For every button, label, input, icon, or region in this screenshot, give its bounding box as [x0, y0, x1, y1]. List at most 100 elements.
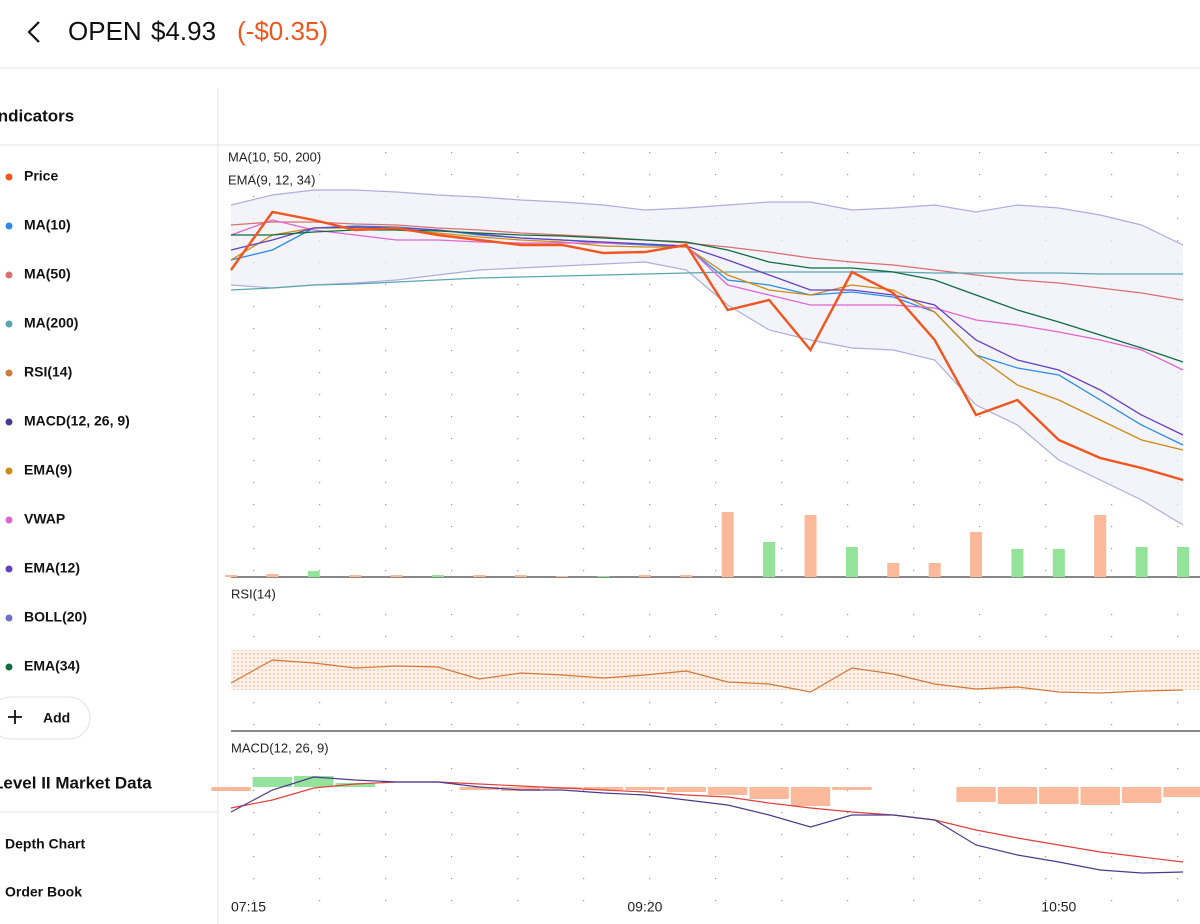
volume-bar — [1177, 547, 1189, 577]
legend-label[interactable]: RSI(14) — [24, 364, 72, 380]
macd-histogram-bar — [252, 777, 293, 787]
add-label[interactable]: Add — [43, 710, 70, 726]
legend-label[interactable]: EMA(34) — [24, 658, 80, 674]
legend-dot — [5, 369, 13, 377]
legend-label[interactable]: EMA(12) — [24, 560, 80, 576]
legend-dot — [5, 418, 13, 426]
macd-histogram-bar — [1080, 787, 1120, 805]
volume-bar — [887, 563, 900, 577]
x-tick-label: 07:15 — [231, 899, 266, 915]
x-tick-label: 10:50 — [1041, 899, 1076, 915]
indicators-title: Indicators — [0, 106, 74, 125]
volume-bar — [638, 575, 651, 577]
macd-line — [230, 776, 1184, 874]
volume-bar — [1094, 515, 1107, 577]
rsi-line — [230, 659, 1184, 694]
legend-label[interactable]: VWAP — [24, 511, 65, 527]
legend-label[interactable]: MACD(12, 26, 9) — [24, 413, 130, 429]
panel-label: EMA(9, 12, 34) — [228, 172, 315, 187]
plus-icon — [8, 710, 22, 724]
header: OPEN $4.93 (-$0.35) — [0, 16, 1200, 69]
indicator-line — [230, 225, 1184, 446]
volume-bar — [390, 575, 403, 577]
macd-histogram-bar — [708, 787, 748, 795]
indicator-list: Price MA(10) MA(50) MA(200) RSI(14) MACD(12, … — [5, 168, 130, 674]
legend-dot — [5, 271, 13, 279]
symbol: OPEN — [68, 16, 142, 46]
legend-dot — [5, 565, 13, 573]
volume-bar — [763, 542, 776, 577]
volume-bar — [1052, 549, 1065, 577]
legend-label[interactable]: BOLL(20) — [24, 609, 87, 625]
macd-histogram-bar — [790, 787, 831, 806]
depth-chart-link[interactable]: Depth Chart — [5, 836, 85, 852]
indicator-line — [231, 229, 1184, 363]
macd-histogram-bar — [832, 787, 872, 790]
volume-bar — [845, 547, 858, 577]
volume-bar — [349, 575, 362, 577]
volume-bar — [307, 571, 320, 577]
volume-bar — [473, 575, 486, 577]
legend-label[interactable]: MA(200) — [24, 315, 78, 331]
boll-lower — [230, 261, 1184, 526]
legend-label[interactable]: EMA(9) — [24, 462, 72, 478]
legend-dot — [5, 467, 13, 475]
macd-histogram-bar — [1163, 787, 1200, 797]
volume-bar — [680, 575, 693, 577]
boll-upper — [230, 189, 1184, 246]
add-button[interactable] — [0, 696, 91, 740]
macd-histogram-bar — [583, 787, 624, 790]
macd-histogram-bar — [749, 787, 789, 799]
legend-dot — [5, 222, 13, 230]
legend-label[interactable]: Price — [24, 168, 58, 184]
indicator-line — [230, 210, 1184, 482]
legend-dot — [5, 614, 13, 622]
volume-bar — [804, 515, 817, 577]
volume-bar — [928, 563, 941, 577]
indicator-line — [230, 221, 1184, 301]
legend-label[interactable]: MA(10) — [24, 217, 71, 233]
level2-title: Level II Market Data — [0, 773, 152, 792]
sidebar: Indicators Price MA(10) MA(50) MA(200) RSI(1… — [0, 88, 1200, 924]
price: $4.93 — [151, 16, 216, 46]
macd-histogram-bar — [459, 787, 500, 790]
x-tick-label: 09:20 — [627, 899, 662, 915]
volume-bar — [597, 576, 610, 577]
panel-label: RSI(14) — [231, 586, 276, 601]
boll-band — [231, 190, 1183, 525]
price-change: (-$0.35) — [237, 16, 328, 46]
macd-histogram-bar — [997, 787, 1038, 804]
legend-label[interactable]: MA(50) — [24, 266, 71, 282]
macd-histogram-bar — [294, 776, 334, 787]
grid-dots — [222, 762, 1200, 904]
macd-histogram-bar — [1039, 787, 1079, 804]
indicator-line — [230, 271, 1183, 291]
indicator-line — [230, 219, 1184, 371]
macd-histogram-bar — [211, 787, 251, 791]
macd-histogram-bar — [501, 787, 541, 791]
volume-bar — [266, 574, 279, 577]
macd-histogram-bar — [666, 787, 706, 792]
panel-label: MACD(12, 26, 9) — [231, 740, 329, 755]
volume-bar — [721, 512, 734, 577]
macd-histogram-bar — [956, 787, 996, 802]
volume-bar — [431, 575, 444, 577]
legend-dot — [5, 173, 13, 181]
volume-bar — [556, 576, 569, 577]
macd-histogram-bar — [1121, 787, 1162, 803]
panel-label: MA(10, 50, 200) — [228, 149, 321, 164]
back-button[interactable] — [27, 21, 40, 43]
volume-bar — [225, 575, 237, 577]
volume-bar — [970, 532, 983, 577]
plot — [211, 189, 1200, 874]
volume-bar — [1011, 549, 1024, 577]
legend-dot — [5, 320, 13, 328]
volume-bar — [1135, 547, 1148, 577]
macd-histogram-bar — [625, 787, 665, 790]
macd-signal-line — [230, 781, 1184, 863]
rsi-band — [231, 650, 1200, 690]
volume-bar — [514, 575, 527, 577]
order-book-link[interactable]: Order Book — [5, 884, 82, 900]
legend-dot — [5, 663, 13, 671]
